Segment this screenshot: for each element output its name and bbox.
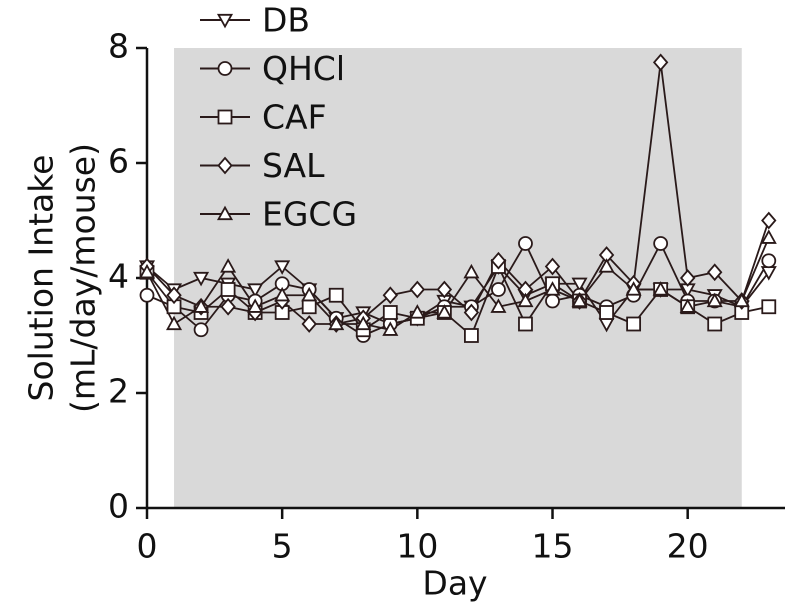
data-point [463, 303, 480, 322]
y-tick-label: 0 [108, 487, 129, 526]
y-tick-label: 4 [108, 257, 129, 296]
data-point [707, 316, 723, 332]
data-point [436, 304, 453, 319]
legend-marker [217, 156, 233, 175]
x-tick-label: 20 [667, 527, 709, 566]
legend-marker [217, 61, 233, 76]
data-point [706, 292, 723, 308]
data-point [679, 298, 696, 313]
data-point [138, 263, 156, 279]
data-point [220, 258, 237, 273]
data-point [571, 277, 588, 293]
legend-label: CAF [262, 98, 327, 137]
data-point [247, 298, 264, 313]
data-point [626, 316, 642, 332]
y-tick-label: 6 [108, 142, 129, 181]
data-point [409, 304, 426, 319]
y-axis-label: Solution Intake (mL/day/mouse) [22, 143, 103, 413]
data-point [301, 286, 318, 302]
data-point [571, 292, 588, 308]
data-point [463, 263, 480, 279]
data-point [436, 280, 453, 299]
data-point [517, 292, 534, 308]
y-axis-label-line: Solution Intake [22, 155, 61, 402]
data-point [382, 321, 399, 336]
data-point [679, 269, 696, 287]
data-point [733, 292, 750, 308]
y-tick-label: 8 [108, 27, 129, 66]
data-point [274, 260, 291, 275]
data-point [166, 286, 182, 305]
data-point [328, 315, 345, 331]
data-point [328, 287, 344, 303]
x-tick-label: 15 [532, 527, 574, 566]
data-point [544, 281, 561, 296]
data-point [193, 298, 210, 313]
data-point [599, 305, 614, 320]
data-point [653, 236, 669, 251]
data-point [760, 229, 777, 244]
legend-marker [216, 205, 234, 221]
data-point [166, 315, 183, 331]
y-tick-label: 2 [108, 372, 129, 411]
data-point [761, 253, 777, 269]
data-point [193, 322, 209, 338]
data-point [598, 258, 615, 273]
x-tick-label: 5 [272, 527, 293, 566]
x-tick-label: 10 [396, 527, 438, 566]
data-point [247, 283, 264, 298]
data-point [761, 211, 777, 230]
data-point [301, 315, 317, 333]
data-point [139, 287, 155, 303]
data-point [490, 251, 507, 270]
data-point [220, 282, 236, 297]
data-point [382, 286, 398, 305]
data-point [652, 53, 669, 72]
data-point [301, 299, 317, 315]
legend-marker [216, 13, 234, 29]
data-point [382, 305, 398, 320]
data-point [544, 257, 561, 276]
data-point [355, 315, 372, 331]
x-axis-label: Day [422, 564, 487, 603]
legend-label: EGCG [262, 195, 357, 234]
legend-label: SAL [262, 146, 325, 185]
legend-marker [217, 109, 233, 125]
data-point [193, 271, 210, 287]
data-point [464, 328, 479, 343]
x-tick-label: 0 [137, 527, 158, 566]
data-point [220, 297, 236, 316]
legend-label: DB [262, 1, 310, 40]
legend-label: QHCl [262, 49, 345, 88]
data-point [652, 281, 669, 296]
data-point [518, 236, 533, 251]
data-point [274, 286, 291, 302]
data-point [518, 316, 533, 332]
shaded-region [174, 48, 742, 508]
data-point [409, 280, 426, 299]
data-point [761, 299, 777, 315]
data-point [625, 281, 642, 296]
data-point [545, 293, 560, 309]
y-axis-label-line: (mL/day/mouse) [64, 143, 103, 413]
data-point [491, 282, 506, 297]
data-point [707, 263, 723, 282]
data-point [490, 298, 507, 313]
